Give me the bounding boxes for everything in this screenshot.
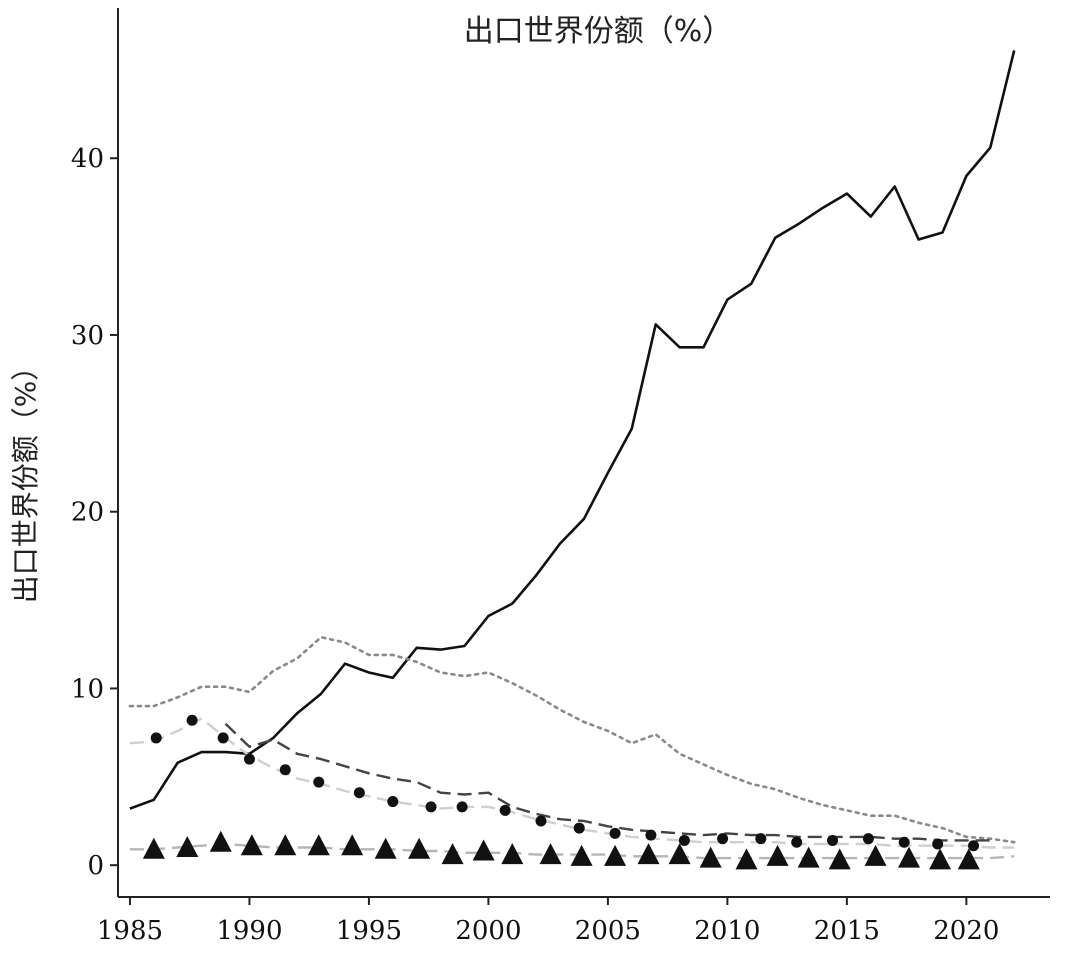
data-point (828, 848, 851, 870)
data-point (441, 843, 464, 865)
data-point (501, 843, 524, 865)
series-4 (150, 714, 980, 852)
data-point (609, 827, 621, 839)
data-point (499, 804, 511, 816)
series-1 (128, 635, 1016, 844)
x-axis-ticks: 1985 1990 1995 2000 2005 2010 2015 2020 (97, 897, 999, 946)
y-axis-label: 出口世界份额（%） (9, 353, 42, 604)
data-point (827, 834, 839, 846)
y-tick-label: 10 (71, 674, 104, 704)
y-tick-label: 0 (87, 851, 104, 881)
x-tick-label: 2010 (694, 916, 760, 946)
series-2 (224, 722, 991, 842)
series-0 (129, 50, 1016, 810)
series-line (129, 717, 1015, 849)
data-point (932, 838, 944, 850)
series-line (129, 842, 1015, 860)
data-point (150, 732, 162, 744)
x-tick-label: 2000 (455, 916, 521, 946)
data-point (408, 837, 431, 859)
data-point (186, 714, 198, 726)
series-line (224, 722, 991, 842)
data-point (313, 776, 325, 788)
x-tick-label: 2015 (814, 916, 880, 946)
data-point (456, 801, 468, 813)
data-point (755, 833, 767, 845)
data-point (637, 843, 660, 865)
data-point (353, 787, 365, 799)
data-point (274, 834, 297, 856)
data-point (735, 848, 758, 870)
y-axis-ticks: 0 10 20 30 40 (71, 144, 118, 881)
x-tick-label: 1990 (216, 916, 282, 946)
series-3 (129, 717, 1015, 849)
data-point (968, 840, 980, 852)
data-point (387, 796, 399, 808)
data-point (539, 843, 562, 865)
data-point (797, 846, 820, 868)
series-5 (129, 842, 1015, 860)
data-point (717, 833, 729, 845)
data-point (678, 834, 690, 846)
data-point (425, 801, 437, 813)
data-point (535, 815, 547, 827)
data-point (668, 843, 691, 865)
series-line (128, 635, 1016, 844)
x-tick-label: 2020 (933, 916, 999, 946)
data-point (766, 844, 789, 866)
data-point (791, 836, 803, 848)
series-layer (128, 50, 1016, 870)
x-tick-label: 1995 (336, 916, 402, 946)
y-tick-label: 30 (71, 321, 104, 351)
data-point (374, 837, 397, 859)
data-point (209, 830, 232, 852)
data-point (217, 732, 229, 744)
data-point (570, 844, 593, 866)
data-point (341, 834, 364, 856)
data-point (604, 844, 627, 866)
data-point (472, 839, 495, 861)
data-point (645, 829, 657, 841)
y-tick-label: 40 (71, 144, 104, 174)
data-point (240, 834, 263, 856)
data-point (898, 836, 910, 848)
data-point (176, 836, 199, 858)
y-tick-label: 20 (71, 498, 104, 528)
data-point (243, 753, 255, 765)
data-point (573, 822, 585, 834)
series-line (129, 50, 1016, 810)
data-point (307, 834, 330, 856)
chart-title: 出口世界份额（%） (464, 14, 733, 49)
data-point (929, 848, 952, 870)
data-point (279, 764, 291, 776)
data-point (862, 833, 874, 845)
x-tick-label: 1985 (97, 916, 163, 946)
data-point (699, 846, 722, 868)
x-tick-label: 2005 (575, 916, 641, 946)
data-point (957, 848, 980, 870)
data-point (142, 837, 165, 859)
data-point (898, 846, 921, 868)
series-6 (142, 830, 980, 870)
data-point (864, 844, 887, 866)
